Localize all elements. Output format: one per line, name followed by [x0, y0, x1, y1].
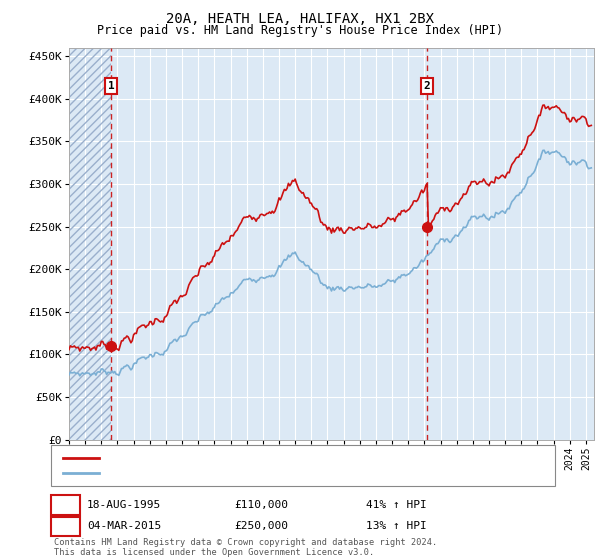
Text: 41% ↑ HPI: 41% ↑ HPI [366, 500, 427, 510]
Text: Price paid vs. HM Land Registry's House Price Index (HPI): Price paid vs. HM Land Registry's House … [97, 24, 503, 36]
Text: 13% ↑ HPI: 13% ↑ HPI [366, 521, 427, 531]
Text: HPI: Average price, detached house, Calderdale: HPI: Average price, detached house, Cald… [105, 468, 392, 478]
Text: 1: 1 [108, 81, 115, 91]
Text: 20A, HEATH LEA, HALIFAX, HX1 2BX (detached house): 20A, HEATH LEA, HALIFAX, HX1 2BX (detach… [105, 452, 411, 463]
Text: 04-MAR-2015: 04-MAR-2015 [87, 521, 161, 531]
Text: 2: 2 [424, 81, 431, 91]
Text: £250,000: £250,000 [234, 521, 288, 531]
Text: £110,000: £110,000 [234, 500, 288, 510]
Bar [69, 48, 112, 440]
Text: 1: 1 [62, 500, 69, 510]
Text: 18-AUG-1995: 18-AUG-1995 [87, 500, 161, 510]
Text: 20A, HEATH LEA, HALIFAX, HX1 2BX: 20A, HEATH LEA, HALIFAX, HX1 2BX [166, 12, 434, 26]
Bar [69, 48, 112, 440]
Text: Contains HM Land Registry data © Crown copyright and database right 2024.
This d: Contains HM Land Registry data © Crown c… [54, 538, 437, 557]
Text: 2: 2 [62, 521, 69, 531]
